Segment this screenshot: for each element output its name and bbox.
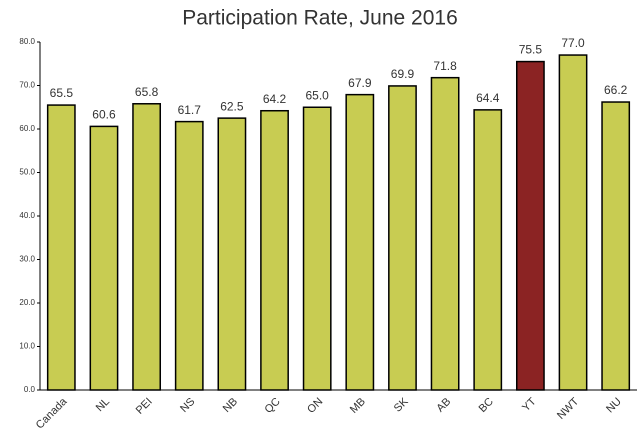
bar [302,106,332,391]
value-label: 75.5 [519,43,543,57]
x-tick-label: AB [434,396,453,415]
value-label: 60.6 [92,108,116,122]
value-label: 69.9 [391,67,415,81]
x-tick-label: QC [263,396,283,416]
y-tick-label: 10.0 [19,342,35,351]
x-tick-label: MB [348,396,368,416]
value-label: 62.5 [220,99,244,113]
value-label: 64.2 [263,92,287,106]
value-label: 71.8 [433,59,457,73]
bar [174,120,204,391]
bar [46,104,76,391]
value-label: 61.7 [178,103,202,117]
bar [515,60,545,391]
x-tick-label: NU [604,396,624,416]
x-tick-label: ON [305,396,325,416]
x-tick-label: BC [477,396,496,415]
x-tick-label: NB [221,396,240,415]
x-tick-label: SK [392,395,411,414]
x-tick-label: NS [178,396,197,415]
bar [345,93,375,391]
y-tick-label: 50.0 [19,168,35,177]
x-tick-label: PEI [134,396,155,417]
bar [473,109,503,391]
x-tick-label: YT [520,395,539,414]
chart-title: Participation Rate, June 2016 [182,7,458,30]
bar [430,76,460,391]
bar [260,109,289,391]
y-tick-label: 20.0 [19,298,35,307]
bar [388,85,417,391]
bar [601,101,631,391]
value-label: 67.9 [348,76,372,90]
x-tick-label: NWT [555,395,581,421]
bar [558,54,588,391]
value-label: 66.2 [604,83,628,97]
value-label: 65.5 [50,86,74,100]
bar [132,103,162,391]
value-label: 64.4 [476,91,500,105]
y-tick-label: 30.0 [19,255,35,264]
y-tick-label: 0.0 [24,385,36,394]
y-tick-label: 40.0 [19,211,35,220]
y-tick-label: 60.0 [19,124,35,133]
value-label: 65.0 [305,88,329,102]
y-tick-label: 80.0 [19,37,35,46]
bar [217,117,247,391]
x-tick-label: Canada [34,395,70,431]
value-label: 65.8 [135,85,159,99]
y-tick-label: 70.0 [19,81,35,90]
x-tick-label: NL [94,396,112,414]
value-label: 77.0 [561,36,585,50]
bar [89,125,119,391]
